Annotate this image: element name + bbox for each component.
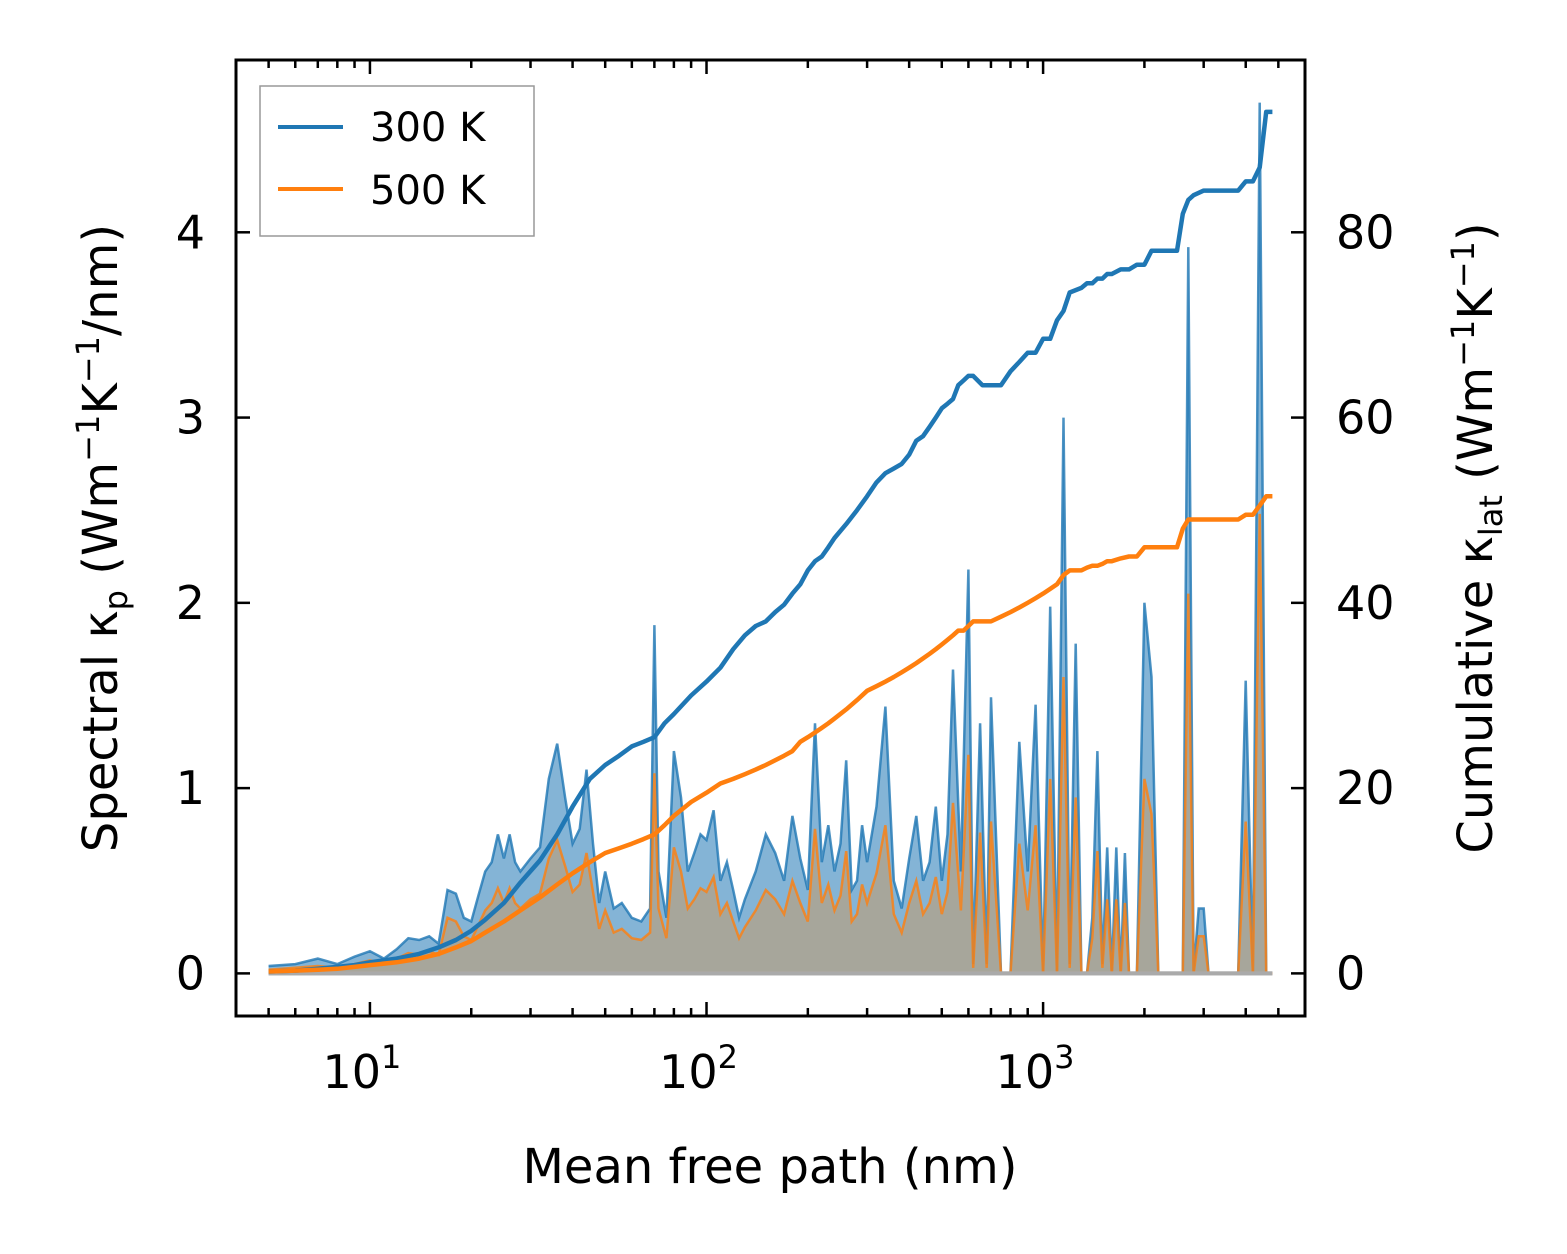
y-axis-left: 0 1 2 3 4 [176, 205, 250, 1000]
y-axis-left-title: Spectral κp (Wm−1K−1/nm) [69, 224, 135, 852]
cumulative-500k-line [268, 494, 1273, 974]
legend-label-500k: 500 K [370, 168, 487, 214]
y-left-tick-label: 0 [176, 946, 205, 1000]
spectral-500k-area [268, 513, 1273, 976]
x-axis-title: Mean free path (nm) [523, 1139, 1018, 1195]
y-left-tick-label: 2 [176, 576, 205, 630]
cumulative-300k-line [268, 109, 1273, 974]
x-axis: 101 102 103 [234, 60, 1307, 1099]
legend-frame [259, 85, 535, 237]
y-right-tick-label: 20 [1336, 761, 1395, 815]
x-tick-label: 102 [659, 1038, 738, 1099]
y-right-tick-label: 60 [1336, 391, 1395, 445]
y-right-tick-label: 80 [1336, 205, 1395, 259]
y-left-tick-label: 4 [176, 205, 205, 259]
y-left-tick-label: 1 [176, 761, 205, 815]
cumulative-500k-path [268, 494, 1273, 974]
x-tick-label: 103 [996, 1038, 1075, 1099]
y-axis-right-title: Cumulative κlat (Wm−1K−1) [1444, 222, 1510, 853]
spectral-500k-fill [268, 513, 1273, 974]
cumulative-300k-path [268, 109, 1273, 974]
plot-frame [234, 58, 1307, 1018]
y-axis-right: 0 20 40 60 80 [1291, 205, 1395, 1000]
legend-label-300k: 300 K [370, 105, 487, 151]
y-right-tick-label: 0 [1336, 946, 1365, 1000]
legend: 300 K 500 K [259, 85, 535, 237]
spectral-500k-edge [268, 513, 1273, 975]
y-right-tick-label: 40 [1336, 576, 1395, 630]
y-left-tick-label: 3 [176, 391, 205, 445]
x-tick-label: 101 [322, 1038, 401, 1099]
